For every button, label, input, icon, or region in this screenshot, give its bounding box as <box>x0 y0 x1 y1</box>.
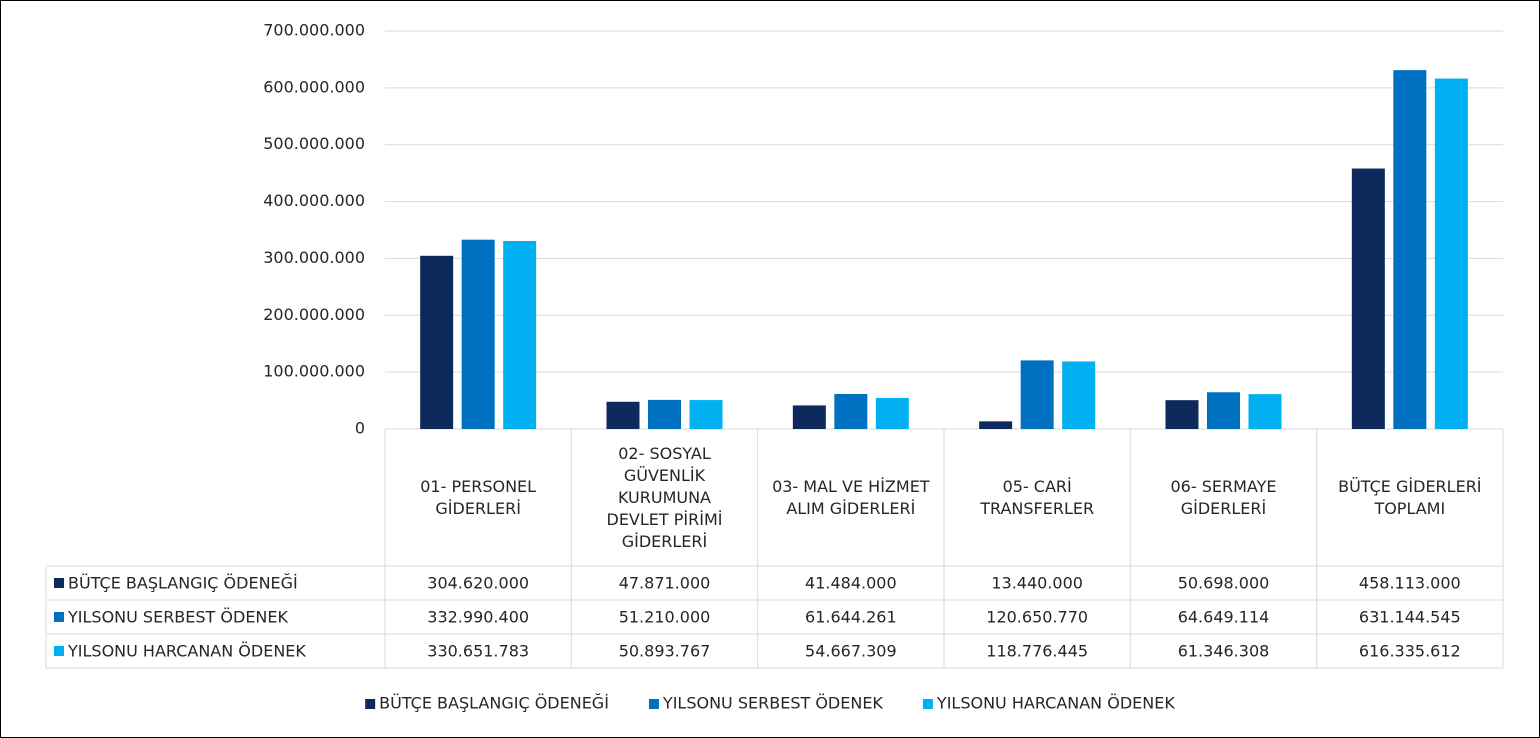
category-cell: 05- CARİ TRANSFERLER <box>980 476 1095 518</box>
table-legend-key <box>54 646 64 656</box>
y-tick-label: 200.000.000 <box>263 305 365 324</box>
x-tick-label: 03- MAL VE HİZMET ALIM GİDERLERİ <box>772 476 930 518</box>
table-series-name: YILSONU SERBEST ÖDENEK <box>67 608 289 627</box>
bar <box>1393 70 1427 430</box>
table-series-name: BÜTÇE BAŞLANGIÇ ÖDENEĞİ <box>68 574 298 593</box>
table-value: 458.113.000 <box>1359 574 1461 593</box>
table-value: 330.651.783 <box>427 642 529 661</box>
bar <box>792 405 826 429</box>
table-legend-key <box>54 612 64 622</box>
table-value: 50.698.000 <box>1178 574 1270 593</box>
y-tick-label: 300.000.000 <box>263 248 365 267</box>
x-tick-label: 01- PERSONEL GİDERLERİ <box>420 476 537 518</box>
table-value: 631.144.545 <box>1359 608 1461 627</box>
category-cell: 01- PERSONEL GİDERLERİ <box>420 476 537 518</box>
table-value: 332.990.400 <box>427 608 529 627</box>
table-value: 51.210.000 <box>619 608 711 627</box>
table-value: 54.667.309 <box>805 642 897 661</box>
y-tick-label: 100.000.000 <box>263 362 365 381</box>
bar <box>1062 361 1096 429</box>
bar <box>834 393 868 429</box>
category-cell: 03- MAL VE HİZMET ALIM GİDERLERİ <box>772 476 930 518</box>
y-tick-label: 0 <box>355 419 365 438</box>
x-tick-label: 06- SERMAYE GİDERLERİ <box>1170 476 1277 518</box>
table-value: 64.649.114 <box>1178 608 1270 627</box>
bar <box>420 255 454 429</box>
x-tick-label: 02- SOSYAL GÜVENLİK KURUMUNA DEVLET PİRİ… <box>606 443 723 551</box>
y-tick-label: 500.000.000 <box>263 134 365 153</box>
table-value: 61.346.308 <box>1178 642 1270 661</box>
table-value: 118.776.445 <box>986 642 1088 661</box>
table-series-name: YILSONU HARCANAN ÖDENEK <box>67 642 306 661</box>
table-value: 13.440.000 <box>991 574 1083 593</box>
bar <box>1351 168 1385 430</box>
legend-key <box>648 699 659 709</box>
legend-label: YILSONU SERBEST ÖDENEK <box>662 694 884 713</box>
table-value: 61.644.261 <box>805 608 897 627</box>
table-value: 47.871.000 <box>619 574 711 593</box>
table-value: 304.620.000 <box>427 574 529 593</box>
category-cell: 06- SERMAYE GİDERLERİ <box>1170 476 1277 518</box>
legend-key <box>922 699 933 709</box>
table-legend-key <box>54 578 64 588</box>
bar <box>461 239 495 429</box>
legend-label: BÜTÇE BAŞLANGIÇ ÖDENEĞİ <box>379 694 609 713</box>
bar <box>1248 394 1282 429</box>
bar <box>979 421 1013 429</box>
table-value: 120.650.770 <box>986 608 1088 627</box>
y-tick-label: 600.000.000 <box>263 77 365 96</box>
legend-label: YILSONU HARCANAN ÖDENEK <box>936 694 1175 713</box>
bar <box>1207 392 1240 429</box>
bar <box>875 397 909 429</box>
bar <box>606 401 640 429</box>
x-tick-label: BÜTÇE GİDERLERİ TOPLAMI <box>1338 476 1482 518</box>
bar <box>689 400 723 429</box>
table-value: 41.484.000 <box>805 574 897 593</box>
table-value: 616.335.612 <box>1359 642 1461 661</box>
bar <box>503 241 537 429</box>
legend-key <box>365 699 376 709</box>
bar <box>1020 360 1054 429</box>
bar <box>1434 78 1468 429</box>
y-tick-label: 400.000.000 <box>263 191 365 210</box>
table-value: 50.893.767 <box>619 642 711 661</box>
bar <box>648 399 681 429</box>
category-cell: 02- SOSYAL GÜVENLİK KURUMUNA DEVLET PİRİ… <box>606 443 723 551</box>
bar <box>1165 400 1199 429</box>
y-tick-label: 700.000.000 <box>263 21 365 40</box>
x-tick-label: 05- CARİ TRANSFERLER <box>980 476 1095 518</box>
category-cell: BÜTÇE GİDERLERİ TOPLAMI <box>1338 476 1482 518</box>
